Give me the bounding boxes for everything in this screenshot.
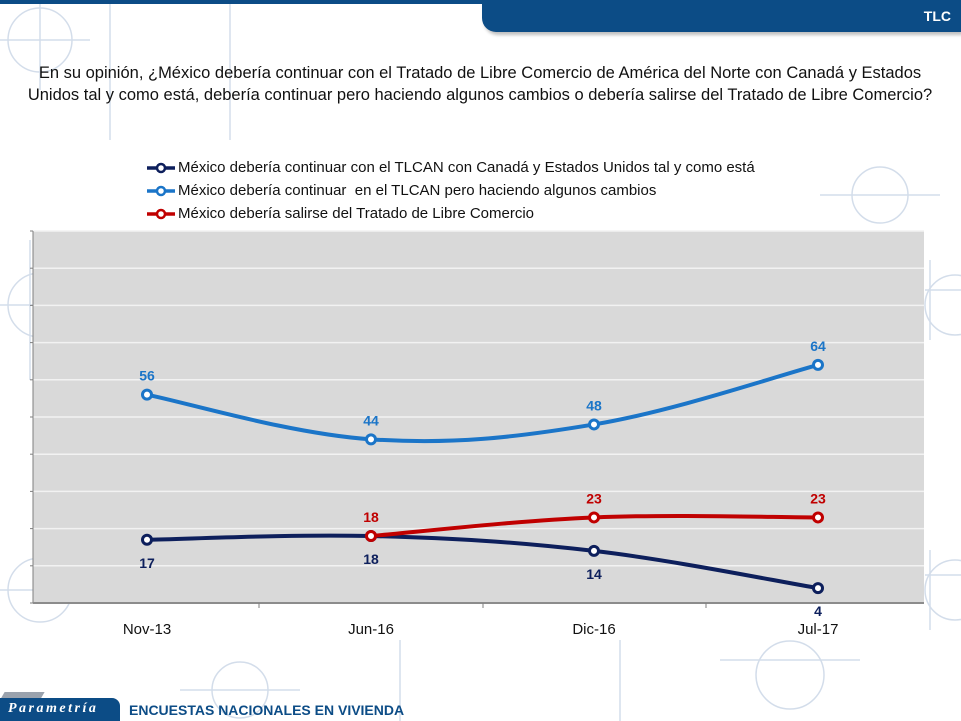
survey-question: En su opinión, ¿México debería continuar… xyxy=(27,64,933,104)
chart-legend: México debería continuar con el TLCAN co… xyxy=(146,156,755,225)
data-label: 64 xyxy=(810,338,826,354)
data-point xyxy=(812,358,824,371)
legend-label: México debería continuar en el TLCAN per… xyxy=(178,182,657,199)
data-point xyxy=(812,511,824,524)
data-label: 23 xyxy=(586,490,602,506)
x-tick-label: Nov-13 xyxy=(123,621,171,638)
section-banner: TLC xyxy=(482,0,961,32)
top-strip xyxy=(0,0,961,4)
data-point xyxy=(588,418,600,431)
series-line xyxy=(145,362,820,444)
brand-name: Parametría xyxy=(8,701,99,716)
footer-subtitle: ENCUESTAS NACIONALES EN VIVIENDA xyxy=(129,702,405,718)
data-label: 56 xyxy=(139,368,155,384)
legend-marker-icon xyxy=(147,185,175,196)
legend-marker-icon xyxy=(147,208,175,219)
x-tick-label: Jun-16 xyxy=(348,621,394,638)
data-point xyxy=(365,433,377,446)
legend-item-exit: México debería salirse del Tratado de Li… xyxy=(146,202,755,225)
x-tick-label: Dic-16 xyxy=(572,621,615,638)
data-point xyxy=(588,511,600,524)
legend-item-unchanged: México debería continuar con el TLCAN co… xyxy=(146,156,755,179)
data-point xyxy=(812,582,824,595)
data-point xyxy=(365,530,377,543)
legend-marker-icon xyxy=(147,162,175,173)
legend-item-with-changes: México debería continuar en el TLCAN per… xyxy=(146,179,755,202)
data-point xyxy=(588,544,600,557)
data-label: 18 xyxy=(363,551,379,567)
data-label: 44 xyxy=(363,412,379,428)
data-label: 23 xyxy=(810,490,826,506)
data-point xyxy=(141,533,153,546)
data-label: 18 xyxy=(363,509,379,525)
data-label: 14 xyxy=(586,566,602,582)
legend-label: México debería continuar con el TLCAN co… xyxy=(178,159,755,176)
data-label: 48 xyxy=(586,397,602,413)
data-label: 17 xyxy=(139,555,155,571)
series-line xyxy=(145,533,820,591)
legend-label: México debería salirse del Tratado de Li… xyxy=(178,205,535,222)
x-tick-label: Jul-17 xyxy=(798,621,839,638)
data-label: 4 xyxy=(814,603,822,619)
section-label: TLC xyxy=(923,8,951,24)
brand-logo: Parametría xyxy=(0,698,120,721)
data-point xyxy=(141,388,153,401)
